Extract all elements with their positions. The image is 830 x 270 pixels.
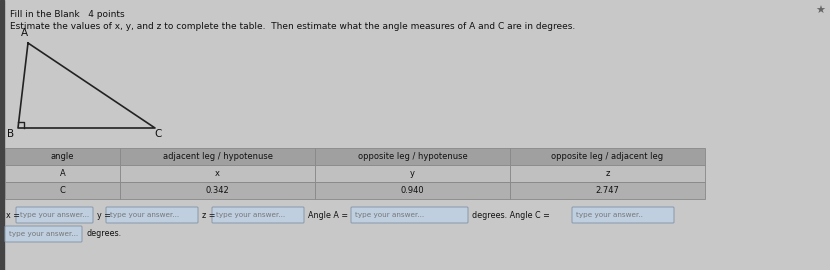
Text: type your answer...: type your answer...: [110, 212, 179, 218]
Text: type your answer...: type your answer...: [355, 212, 424, 218]
Text: Angle A =: Angle A =: [308, 211, 348, 220]
FancyBboxPatch shape: [106, 207, 198, 223]
Text: adjacent leg / hypotenuse: adjacent leg / hypotenuse: [163, 152, 272, 161]
Bar: [315, 148, 510, 165]
Text: Estimate the values of x, y, and z to complete the table.  Then estimate what th: Estimate the values of x, y, and z to co…: [10, 22, 575, 31]
Text: y: y: [410, 169, 415, 178]
Bar: [120, 165, 315, 182]
Bar: [5, 148, 120, 165]
Text: B: B: [7, 129, 15, 139]
Text: degrees. Angle C =: degrees. Angle C =: [472, 211, 550, 220]
Bar: [510, 148, 705, 165]
Bar: [510, 182, 705, 199]
Text: z: z: [605, 169, 610, 178]
Bar: [510, 165, 705, 182]
FancyBboxPatch shape: [572, 207, 674, 223]
FancyBboxPatch shape: [351, 207, 468, 223]
Text: 0.940: 0.940: [401, 186, 424, 195]
Bar: [315, 182, 510, 199]
Bar: [120, 182, 315, 199]
FancyBboxPatch shape: [212, 207, 304, 223]
Text: A: A: [21, 28, 27, 38]
Text: opposite leg / hypotenuse: opposite leg / hypotenuse: [358, 152, 467, 161]
Text: y =: y =: [97, 211, 111, 220]
Text: ★: ★: [815, 6, 825, 16]
Text: z =: z =: [202, 211, 216, 220]
Text: x: x: [215, 169, 220, 178]
FancyBboxPatch shape: [16, 207, 93, 223]
Text: 0.342: 0.342: [206, 186, 229, 195]
Text: degrees.: degrees.: [86, 230, 121, 238]
Text: Fill in the Blank   4 points: Fill in the Blank 4 points: [10, 10, 124, 19]
Bar: [120, 148, 315, 165]
Text: C: C: [60, 186, 66, 195]
Text: type your answer...: type your answer...: [9, 231, 78, 237]
Bar: [0, 0, 4, 270]
Text: type your answer...: type your answer...: [216, 212, 286, 218]
Bar: [315, 165, 510, 182]
Text: angle: angle: [51, 152, 74, 161]
Bar: [5, 165, 120, 182]
Bar: [5, 182, 120, 199]
Text: type your answer..: type your answer..: [576, 212, 643, 218]
Text: opposite leg / adjacent leg: opposite leg / adjacent leg: [551, 152, 663, 161]
Text: C: C: [154, 129, 162, 139]
Text: x =: x =: [6, 211, 20, 220]
Text: type your answer...: type your answer...: [20, 212, 89, 218]
Text: 2.747: 2.747: [596, 186, 619, 195]
Text: A: A: [60, 169, 66, 178]
FancyBboxPatch shape: [5, 226, 82, 242]
